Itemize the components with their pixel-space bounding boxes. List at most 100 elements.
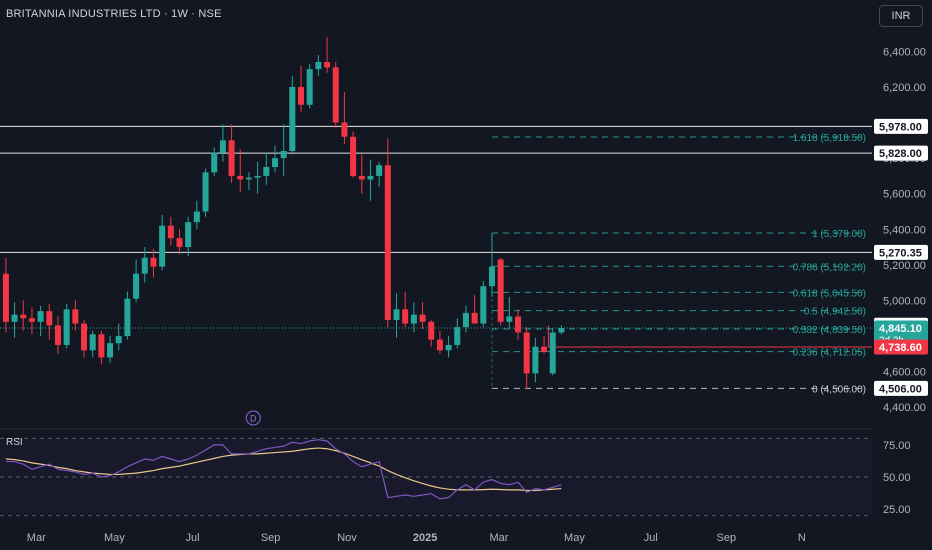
price-tick-label: 4,400.00 bbox=[883, 402, 926, 414]
fib-level-label: 0.236 (4,712.05) bbox=[793, 348, 866, 359]
candle-body bbox=[280, 150, 287, 159]
currency-button[interactable]: INR bbox=[879, 5, 923, 27]
candle-body bbox=[436, 339, 443, 351]
candles bbox=[2, 37, 565, 390]
candle-body bbox=[54, 325, 61, 345]
candle-body bbox=[445, 344, 452, 351]
dividend-marker-letter: D bbox=[250, 414, 257, 424]
time-tick-label: Sep bbox=[717, 532, 737, 544]
candle-body bbox=[376, 165, 383, 176]
candle-body bbox=[211, 152, 218, 173]
time-tick-label: N bbox=[798, 532, 806, 544]
candle-body bbox=[124, 298, 131, 337]
candle-body bbox=[271, 158, 278, 168]
price-tick-label: 5,600.00 bbox=[883, 189, 926, 201]
time-tick-label: Sep bbox=[261, 532, 281, 544]
candle-body bbox=[384, 165, 391, 321]
price-label-text: 5,978.00 bbox=[879, 121, 922, 133]
chart-title: BRITANNIA INDUSTRIES LTD · 1W · NSE bbox=[6, 8, 222, 20]
candle-body bbox=[289, 86, 296, 151]
candle-body bbox=[410, 314, 417, 324]
candle-body bbox=[11, 314, 18, 322]
candle-body bbox=[341, 122, 348, 137]
candle-body bbox=[428, 321, 435, 340]
price-label-text: 5,828.00 bbox=[879, 148, 922, 160]
candle-body bbox=[419, 314, 426, 322]
candle-body bbox=[72, 309, 79, 324]
time-tick-label: Mar bbox=[27, 532, 46, 544]
candle-body bbox=[324, 62, 331, 68]
horizontal-levels bbox=[0, 125, 872, 348]
fib-level-label: 1 (5,379.00) bbox=[812, 229, 866, 240]
fib-level-label: 0.786 (5,192.20) bbox=[793, 262, 866, 273]
time-tick-label: May bbox=[104, 532, 125, 544]
fib-level-label: 0 (4,506.00) bbox=[812, 384, 866, 395]
candle-body bbox=[159, 225, 166, 267]
rsi-label: RSI bbox=[6, 437, 23, 448]
price-tick-label: 5,200.00 bbox=[883, 260, 926, 272]
candle-body bbox=[219, 140, 226, 153]
candle-body bbox=[2, 273, 9, 322]
dividend-marker-icon bbox=[245, 410, 261, 426]
rsi-line bbox=[5, 439, 562, 500]
candle-body bbox=[46, 311, 53, 326]
candle-body bbox=[393, 309, 400, 321]
candle-body bbox=[549, 332, 556, 374]
candle-body bbox=[63, 309, 70, 345]
fib-level-label: 0.618 (5,045.50) bbox=[793, 288, 866, 299]
price-label-box bbox=[874, 380, 928, 396]
price-label-box bbox=[874, 339, 928, 355]
price-tick-label: 6,200.00 bbox=[883, 82, 926, 94]
candle-body bbox=[358, 175, 365, 180]
fib-level-label: 0.382 (4,839.50) bbox=[793, 325, 866, 336]
candle-body bbox=[20, 314, 27, 319]
fibonacci-retracement[interactable]: 1.618 (5,918.50) 1 (5,379.00) 0.786 (5,192… bbox=[491, 133, 866, 395]
candle-body bbox=[81, 323, 88, 351]
candle-body bbox=[254, 175, 261, 178]
candle-body bbox=[37, 311, 44, 322]
price-label-text: 4,845.10 bbox=[879, 323, 922, 335]
time-tick-label: Mar bbox=[489, 532, 508, 544]
rsi-tick-label: 50.00 bbox=[883, 472, 911, 484]
candle-body bbox=[488, 266, 495, 287]
time-tick-label: Jul bbox=[185, 532, 199, 544]
price-axis[interactable]: 4,400.004,600.004,800.005,000.005,200.00… bbox=[874, 46, 928, 414]
candle-body bbox=[115, 336, 122, 344]
candle-body bbox=[462, 312, 469, 328]
time-tick-label: 2025 bbox=[413, 532, 437, 544]
price-label-text: 5,270.35 bbox=[879, 247, 922, 259]
time-tick-label: May bbox=[564, 532, 585, 544]
candle-body bbox=[506, 316, 513, 322]
candle-body bbox=[315, 62, 322, 70]
rsi-tick-label: 75.00 bbox=[883, 440, 911, 452]
candle-body bbox=[141, 257, 148, 274]
candle-body bbox=[263, 167, 270, 176]
candle-body bbox=[471, 312, 478, 324]
price-tick-label: 4,600.00 bbox=[883, 367, 926, 379]
rsi-pane: 25.00 50.00 75.00 bbox=[0, 437, 911, 516]
candle-body bbox=[202, 172, 209, 212]
candle-body bbox=[245, 177, 252, 180]
candle-body bbox=[332, 67, 339, 123]
candle-body bbox=[167, 225, 174, 239]
candle-body bbox=[107, 343, 114, 358]
candle-body bbox=[28, 318, 35, 322]
rsi-tick-label: 25.00 bbox=[883, 504, 911, 516]
price-label-text: 4,506.00 bbox=[879, 383, 922, 395]
candle-body bbox=[298, 86, 305, 105]
candle-body bbox=[193, 211, 200, 223]
price-label-box bbox=[874, 244, 928, 260]
candle-body bbox=[515, 316, 522, 333]
fib-level-label: 1.618 (5,918.50) bbox=[793, 133, 866, 144]
candle-body bbox=[497, 259, 504, 322]
price-tick-label: 6,400.00 bbox=[883, 46, 926, 58]
rsi-ma-line bbox=[5, 447, 562, 492]
candle-body bbox=[89, 334, 96, 351]
candle-body bbox=[532, 346, 539, 374]
time-axis[interactable]: Mar May Jul Sep Nov 2025 Mar May Jul Sep N bbox=[27, 532, 806, 544]
candle-body bbox=[185, 222, 192, 248]
candle-body bbox=[454, 327, 461, 345]
candle-body bbox=[237, 175, 244, 180]
candle-body bbox=[350, 136, 357, 176]
